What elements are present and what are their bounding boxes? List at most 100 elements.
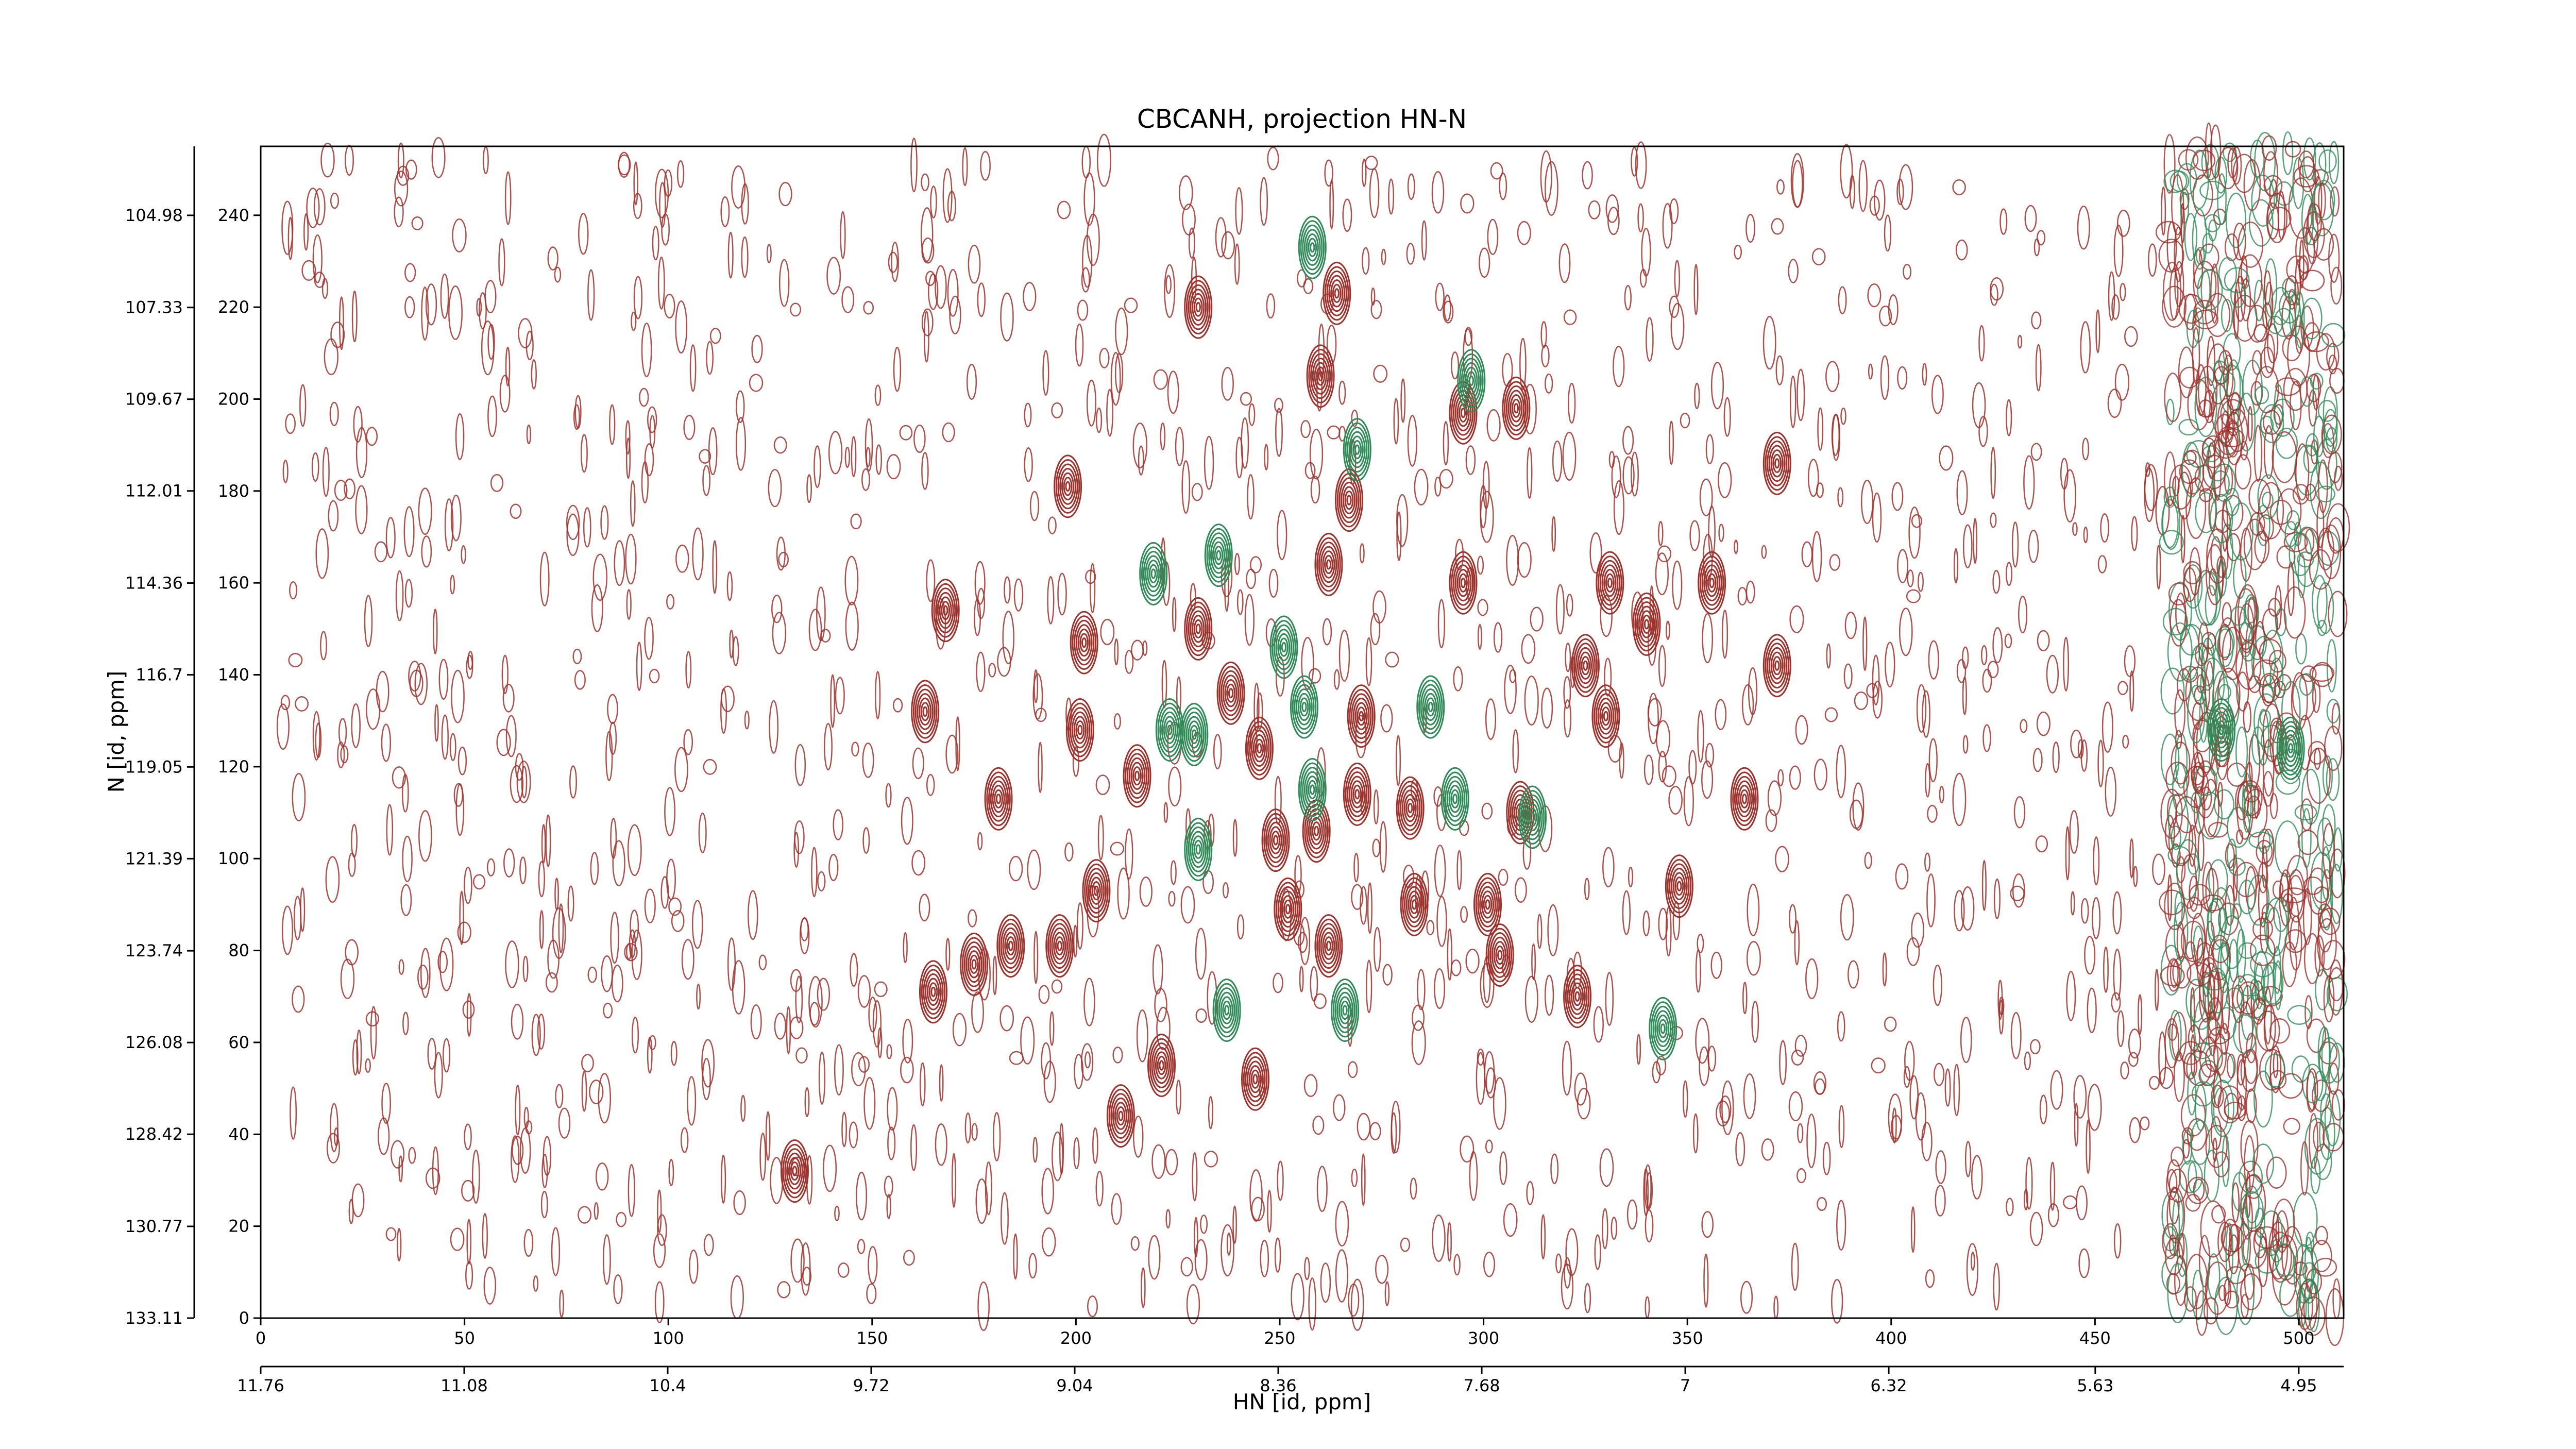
noise-contour bbox=[2037, 230, 2046, 246]
noise-contour bbox=[2184, 213, 2197, 261]
noise-contour bbox=[1655, 720, 1671, 757]
noise-contour bbox=[1268, 568, 1279, 598]
noise-contour bbox=[1658, 645, 1666, 687]
noise-contour bbox=[1087, 1295, 1098, 1318]
noise-contour bbox=[865, 418, 873, 472]
contour-ring bbox=[1502, 376, 1531, 440]
noise-contour bbox=[1962, 735, 1969, 754]
peak bbox=[1596, 551, 1624, 615]
noise-contour bbox=[2183, 561, 2202, 585]
noise-contour bbox=[1740, 1280, 1753, 1314]
contour-ring bbox=[1605, 573, 1615, 593]
contour-ring bbox=[1247, 721, 1272, 776]
plot-frame bbox=[260, 145, 2345, 1319]
noise-contour bbox=[455, 413, 465, 460]
noise-contour bbox=[2216, 561, 2227, 597]
contour-ring bbox=[1318, 923, 1340, 969]
noise-contour bbox=[2240, 278, 2251, 322]
noise-contour bbox=[526, 330, 534, 360]
noise-contour bbox=[1838, 286, 1847, 314]
noise-contour bbox=[541, 1153, 548, 1188]
noise-contour bbox=[2012, 873, 2025, 908]
noise-contour bbox=[644, 443, 654, 477]
contour-ring bbox=[984, 767, 1013, 831]
contour-ring bbox=[1108, 1088, 1133, 1143]
noise-contour bbox=[668, 897, 682, 916]
noise-contour bbox=[1084, 1051, 1091, 1069]
noise-contour bbox=[1277, 510, 1287, 560]
noise-contour bbox=[2072, 522, 2078, 536]
noise-contour bbox=[437, 951, 448, 973]
noise-contour bbox=[1412, 1004, 1425, 1031]
noise-contour bbox=[768, 469, 782, 508]
noise-contour bbox=[2168, 814, 2194, 867]
noise-contour bbox=[1367, 882, 1372, 934]
noise-contour bbox=[2293, 1243, 2314, 1304]
noise-contour bbox=[2221, 298, 2233, 332]
contour-ring bbox=[1670, 867, 1688, 905]
noise-contour bbox=[1208, 1096, 1213, 1130]
noise-contour bbox=[486, 858, 496, 877]
noise-contour bbox=[968, 909, 977, 928]
contour-ring bbox=[1313, 825, 1319, 836]
noise-contour bbox=[2185, 1194, 2201, 1212]
noise-contour bbox=[2260, 404, 2284, 443]
noise-contour bbox=[409, 669, 423, 697]
noise-contour bbox=[1163, 802, 1168, 823]
noise-contour bbox=[397, 1228, 402, 1262]
noise-contour bbox=[2312, 662, 2333, 687]
noise-contour bbox=[2293, 1192, 2318, 1247]
noise-contour bbox=[1978, 416, 1988, 447]
contour-ring bbox=[1762, 431, 1791, 495]
noise-contour bbox=[2195, 492, 2217, 533]
noise-contour bbox=[2208, 822, 2229, 838]
noise-contour bbox=[1407, 415, 1418, 467]
contour-ring bbox=[1224, 679, 1238, 707]
noise-contour bbox=[581, 1054, 594, 1073]
contour-ring bbox=[1596, 551, 1624, 615]
noise-contour bbox=[1512, 729, 1519, 773]
noise-contour bbox=[1631, 451, 1639, 497]
noise-contour bbox=[1561, 1263, 1574, 1310]
noise-contour bbox=[2266, 193, 2287, 244]
noise-contour bbox=[2083, 526, 2088, 544]
noise-contour bbox=[2148, 1075, 2160, 1090]
contour-ring bbox=[1226, 683, 1235, 703]
noise-contour bbox=[945, 938, 951, 971]
noise-contour bbox=[732, 636, 739, 666]
contour-ring bbox=[1343, 418, 1371, 482]
contour-ring bbox=[1344, 491, 1354, 510]
noise-contour bbox=[1236, 589, 1244, 615]
noise-contour bbox=[355, 485, 368, 534]
contour-ring bbox=[1082, 859, 1111, 923]
noise-contour bbox=[511, 1135, 520, 1183]
peak bbox=[1184, 275, 1213, 339]
noise-contour bbox=[1204, 435, 1214, 490]
noise-contour bbox=[2023, 455, 2035, 510]
noise-contour bbox=[2225, 412, 2243, 465]
noise-contour bbox=[1868, 363, 1873, 380]
noise-contour bbox=[2174, 689, 2186, 737]
noise-contour bbox=[1683, 776, 1694, 827]
noise-contour bbox=[330, 322, 345, 348]
noise-contour bbox=[1689, 520, 1700, 551]
noise-contour bbox=[505, 940, 519, 988]
noise-contour bbox=[395, 570, 404, 621]
noise-contour bbox=[2163, 170, 2188, 193]
peak bbox=[1298, 215, 1327, 279]
noise-contour bbox=[1435, 282, 1445, 311]
contour-ring bbox=[1079, 633, 1089, 652]
contour-ring bbox=[930, 986, 936, 997]
contour-ring bbox=[2216, 720, 2226, 740]
noise-contour bbox=[2254, 385, 2269, 405]
peak bbox=[1139, 542, 1168, 605]
noise-contour bbox=[345, 145, 354, 176]
noise-contour bbox=[875, 444, 883, 475]
noise-contour bbox=[1993, 1262, 2000, 1311]
noise-contour bbox=[1477, 624, 1482, 650]
peak bbox=[1649, 997, 1677, 1060]
contour-ring bbox=[1303, 771, 1321, 808]
noise-contour bbox=[2124, 645, 2136, 677]
contour-ring bbox=[1290, 675, 1318, 739]
noise-contour bbox=[1194, 1239, 1208, 1280]
